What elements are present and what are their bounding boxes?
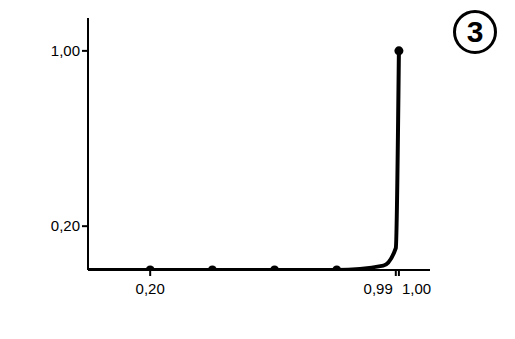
- svg-text:1,00: 1,00: [51, 42, 80, 59]
- svg-text:0,20: 0,20: [51, 217, 80, 234]
- svg-text:0,99: 0,99: [364, 280, 393, 297]
- svg-text:1,00: 1,00: [402, 280, 431, 297]
- svg-text:0,20: 0,20: [136, 280, 165, 297]
- html-text:3: 3: [466, 15, 484, 48]
